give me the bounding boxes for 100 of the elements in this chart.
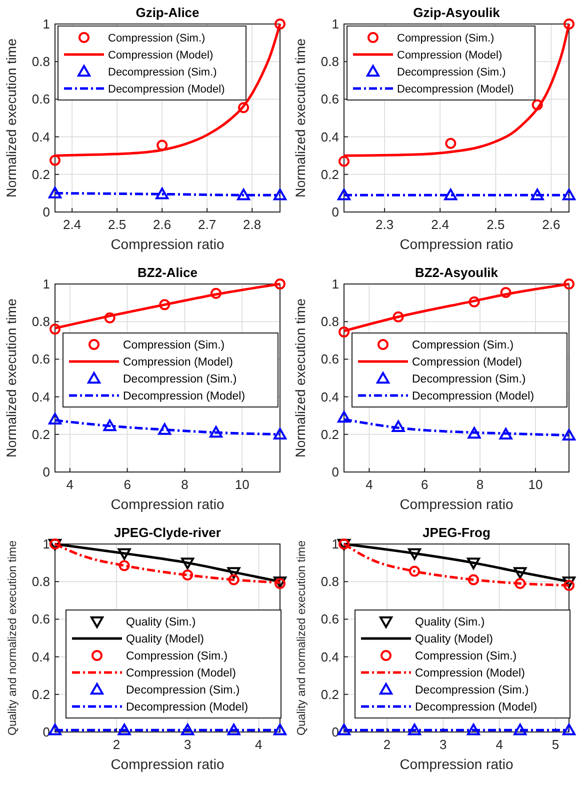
point <box>48 412 62 424</box>
point <box>562 428 576 440</box>
point <box>48 186 62 198</box>
y-tick-label: 0.4 <box>320 389 339 404</box>
x-tick-label: 2.4 <box>63 217 82 232</box>
x-tick-label: 2.5 <box>486 217 505 232</box>
point <box>338 156 350 167</box>
legend-label: Decompression (Sim.) <box>108 66 217 78</box>
legend-label: Decompression (Model) <box>108 84 225 96</box>
x-tick-label: 2.3 <box>376 217 394 232</box>
point <box>444 188 458 200</box>
chart-title: JPEG-Frog <box>422 525 490 540</box>
y-tick-label: 0.2 <box>32 166 50 182</box>
legend-label: Decompression (Sim.) <box>412 374 526 386</box>
y-tick-label: 0.8 <box>320 574 339 590</box>
point <box>118 560 130 572</box>
y-tick-label: 0.4 <box>32 389 50 404</box>
y-tick-label: 0.8 <box>32 314 50 330</box>
y-tick-label: 0.2 <box>320 686 339 702</box>
point <box>514 724 527 736</box>
y-tick-label: 0.8 <box>32 574 50 590</box>
point <box>274 724 286 736</box>
point <box>408 724 422 736</box>
point <box>466 558 480 570</box>
legend-label: Decompression (Model) <box>126 702 248 714</box>
point <box>514 567 527 579</box>
legend-label: Quality (Model) <box>415 634 494 646</box>
y-axis-title: Normalized execution time <box>293 298 308 458</box>
y-tick-label: 0.6 <box>32 612 50 627</box>
point <box>499 428 512 440</box>
point <box>238 102 250 114</box>
point <box>182 570 194 581</box>
x-tick-label: 3 <box>440 737 447 752</box>
y-tick-label: 0.8 <box>32 54 50 70</box>
x-tick-label: 6 <box>124 477 131 492</box>
x-tick-label: 2 <box>112 737 120 752</box>
point <box>159 299 170 310</box>
x-tick-label: 8 <box>181 477 188 492</box>
point <box>118 548 131 560</box>
legend-label: Decompression (Model) <box>415 702 538 714</box>
point <box>392 420 405 432</box>
legend-label: Quality (Sim.) <box>126 616 196 628</box>
point <box>562 724 576 736</box>
y-tick-label: 0.4 <box>32 649 50 664</box>
y-axis-title: Normalized execution time <box>293 38 308 198</box>
point <box>227 724 240 736</box>
legend-label: Compression (Model) <box>108 50 214 62</box>
point <box>468 296 480 308</box>
legend-label: Decompression (Model) <box>412 390 534 402</box>
point <box>274 428 286 440</box>
y-axis-title: Quality and normalized execution time <box>296 540 308 736</box>
y-tick-label: 0.6 <box>32 352 50 367</box>
chart-title: BZ2-Alice <box>138 265 198 280</box>
y-tick-label: 0.6 <box>32 92 50 107</box>
legend-label: Decompression (Sim.) <box>415 684 529 696</box>
point <box>445 138 456 149</box>
legend-label: Compression (Sim.) <box>397 32 494 44</box>
y-tick-label: 0.2 <box>32 426 50 442</box>
legend-label: Compression (Model) <box>412 356 522 368</box>
y-tick-label: 1 <box>42 16 50 32</box>
x-tick-label: 2 <box>383 737 391 752</box>
point <box>408 548 422 560</box>
x-axis-title: Compression ratio <box>110 756 225 772</box>
legend-label: Quality (Model) <box>126 634 204 646</box>
point <box>338 326 350 338</box>
point <box>228 574 240 586</box>
y-tick-label: 1 <box>332 16 339 32</box>
chart-title: BZ2-Asyoulik <box>414 265 499 280</box>
point <box>409 566 420 577</box>
point <box>562 576 576 588</box>
y-tick-label: 1 <box>42 276 50 292</box>
x-axis-title: Compression ratio <box>110 236 225 252</box>
y-tick-label: 0 <box>42 464 50 480</box>
point <box>227 567 240 579</box>
x-tick-label: 6 <box>421 477 428 492</box>
y-tick-label: 0 <box>42 204 50 220</box>
point <box>392 311 404 322</box>
point <box>274 188 286 200</box>
x-tick-label: 2.4 <box>431 217 450 232</box>
point <box>103 419 116 432</box>
x-axis-title: Compression ratio <box>400 496 514 512</box>
point <box>158 423 172 435</box>
point <box>50 324 60 335</box>
point <box>338 410 350 423</box>
point <box>156 188 169 200</box>
x-tick-label: 4 <box>255 737 262 752</box>
legend-label: Decompression (Sim.) <box>123 374 237 386</box>
chart-title: JPEG-Clyde-river <box>114 525 221 540</box>
point <box>562 188 576 200</box>
chart-title: Gzip-Asyoulik <box>413 5 501 20</box>
x-tick-label: 8 <box>476 477 484 492</box>
point <box>274 18 286 30</box>
x-tick-label: 2.6 <box>542 217 560 232</box>
y-tick-label: 1 <box>332 536 339 552</box>
legend-label: Compression (Sim.) <box>123 340 225 352</box>
y-tick-label: 0 <box>42 724 50 740</box>
x-tick-label: 2.8 <box>243 217 262 232</box>
legend-label: Decompression (Model) <box>123 390 246 402</box>
point <box>50 154 60 166</box>
y-tick-label: 1 <box>332 276 339 292</box>
